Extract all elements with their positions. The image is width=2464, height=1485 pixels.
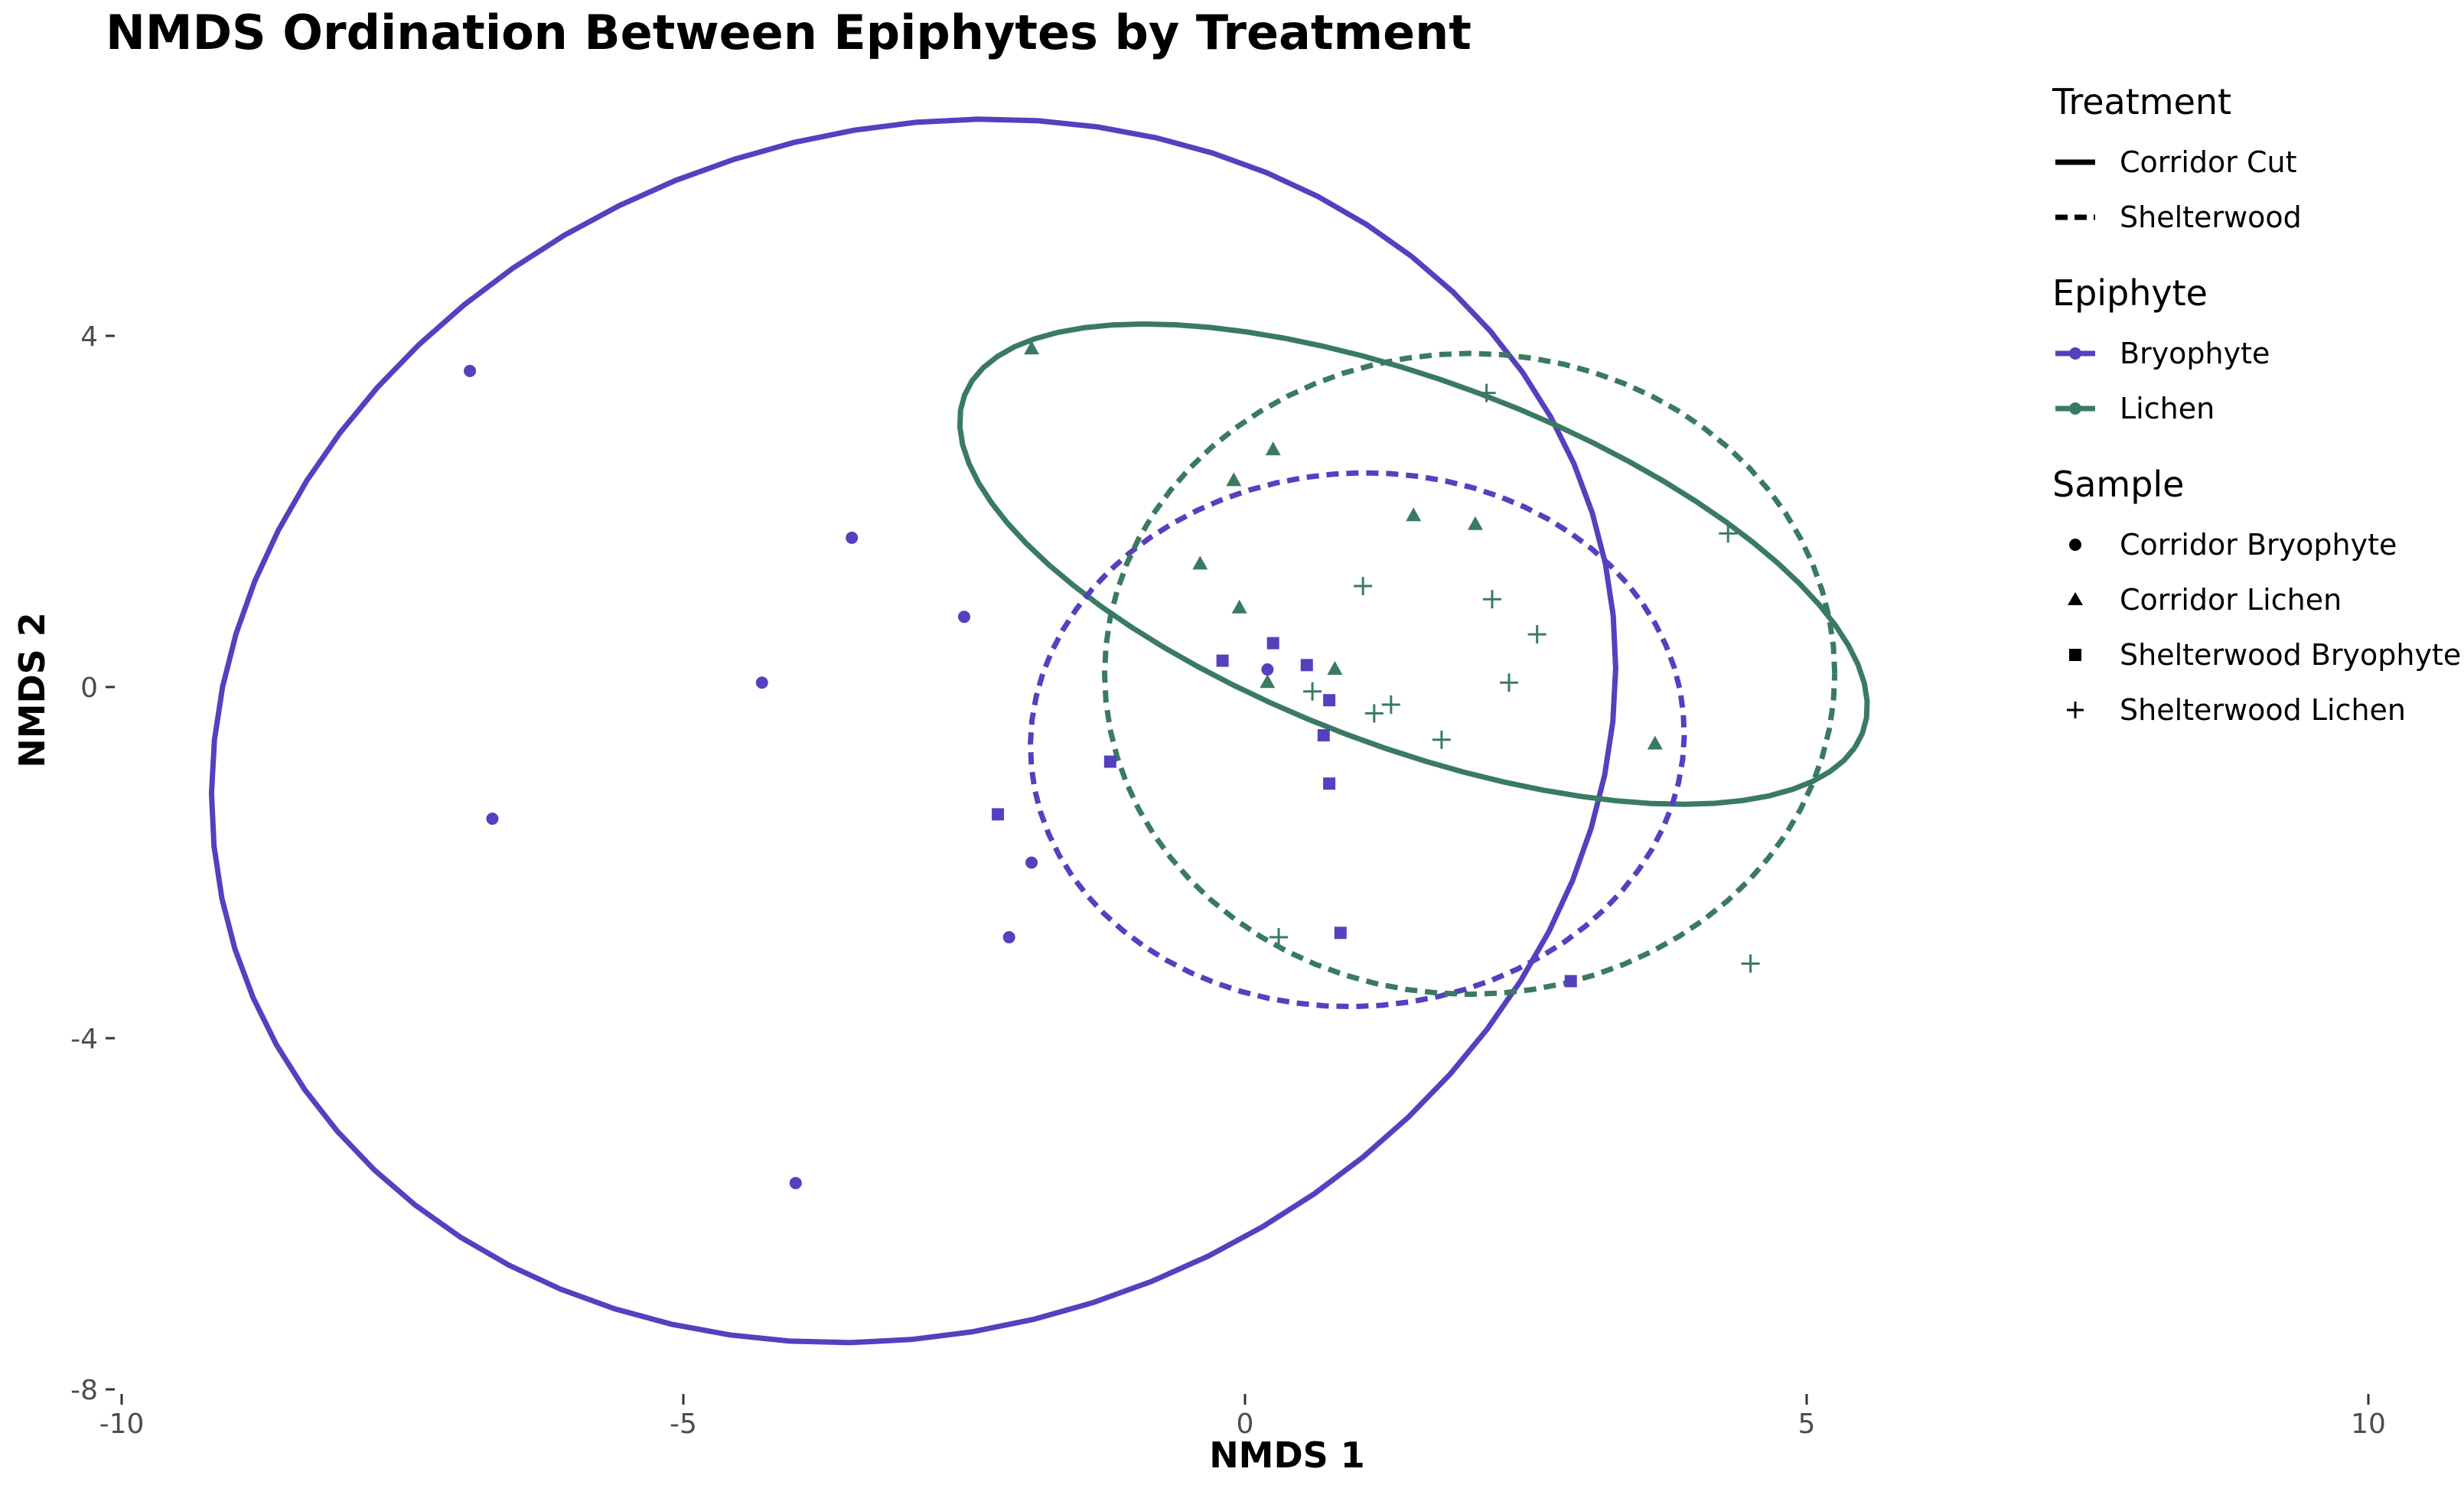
shelterwood-lichen-point — [1381, 695, 1400, 714]
legend-label: Lichen — [2120, 392, 2215, 425]
x-tick-label: -10 — [99, 1408, 145, 1440]
shelterwood-lichen-point — [1354, 577, 1373, 596]
x-axis-label: NMDS 1 — [1209, 1435, 1365, 1476]
shelterwood-lichen-point — [1269, 928, 1289, 947]
legend-label: Shelterwood Lichen — [2120, 693, 2406, 727]
corridor-bryophyte-point — [486, 813, 499, 826]
corridor-lichen-point — [1647, 735, 1663, 750]
shelterwood-bryophyte-point — [1300, 659, 1313, 672]
legend: Treatment Corridor Cut Shelterwood Epiph… — [2052, 84, 2461, 768]
shelterwood-lichen-point — [1719, 524, 1738, 543]
legend-item-lichen: Lichen — [2052, 381, 2461, 436]
legend-title-sample: Sample — [2052, 464, 2185, 505]
shelterwood-bryophyte-point — [1103, 755, 1116, 768]
shelterwood-bryophyte-point — [992, 808, 1005, 821]
corridor-lichen-point — [1327, 661, 1343, 676]
legend-label: Corridor Cut — [2120, 145, 2297, 179]
ellipse-lichen-corridor-cut — [957, 321, 1870, 807]
shelterwood-lichen-point — [1364, 704, 1384, 723]
corridor-lichen-point — [1406, 507, 1422, 522]
legend-item-bryophyte: Bryophyte — [2052, 326, 2461, 381]
legend-epiphyte: Epiphyte Bryophyte Lichen — [2052, 275, 2461, 436]
corridor-bryophyte-point — [755, 676, 768, 689]
cross-icon — [2067, 702, 2084, 718]
corridor-lichen-point — [1265, 441, 1281, 456]
shelterwood-lichen-point — [1432, 730, 1451, 749]
shelterwood-bryophyte-point — [1323, 694, 1336, 707]
x-tick-label: -5 — [670, 1408, 697, 1440]
corridor-bryophyte-point — [846, 531, 859, 544]
axes-layer: -10 -5 0 5 10 -8 -4 0 4 — [70, 321, 2386, 1440]
legend-treatment: Treatment Corridor Cut Shelterwood — [2052, 84, 2461, 245]
ellipse-lichen-shelterwood — [1101, 350, 1838, 998]
corridor-lichen-point — [1192, 555, 1208, 570]
shelterwood-lichen-point — [1741, 954, 1760, 973]
shelterwood-lichen-point — [1477, 383, 1496, 402]
legend-label: Corridor Bryophyte — [2120, 528, 2397, 562]
corridor-bryophyte-point — [958, 611, 970, 624]
legend-label: Shelterwood Bryophyte — [2120, 638, 2462, 672]
x-tick-label: 0 — [1237, 1408, 1254, 1440]
ellipse-bryophyte-corridor-cut — [208, 116, 1618, 1346]
dashed-line-key-icon — [2055, 214, 2095, 220]
corridor-lichen-point — [1226, 472, 1242, 487]
shelterwood-bryophyte-point — [1317, 729, 1330, 742]
solid-line-key-icon — [2055, 159, 2095, 165]
shelterwood-lichen-point — [1499, 673, 1518, 692]
y-axis-label: NMDS 2 — [11, 612, 53, 768]
legend-title-epiphyte: Epiphyte — [2052, 272, 2208, 314]
chart-title: NMDS Ordination Between Epiphytes by Tre… — [106, 5, 1472, 60]
lichen-line-key-icon — [2055, 402, 2095, 415]
legend-item-corridor-lichen: Corridor Lichen — [2052, 572, 2461, 627]
shelterwood-bryophyte-point — [1266, 637, 1279, 650]
legend-label: Bryophyte — [2120, 337, 2270, 370]
legend-item-corridor-bryophyte: Corridor Bryophyte — [2052, 517, 2461, 572]
shelterwood-bryophyte-point — [1216, 654, 1229, 667]
circle-icon — [2069, 539, 2081, 551]
corridor-bryophyte-point — [1002, 931, 1015, 944]
corridor-bryophyte-point — [1261, 663, 1274, 676]
legend-item-corridor-cut: Corridor Cut — [2052, 135, 2461, 190]
x-tick-label: 10 — [2351, 1408, 2386, 1440]
legend-label: Shelterwood — [2120, 200, 2302, 234]
shelterwood-bryophyte-point — [1334, 926, 1347, 940]
legend-label: Corridor Lichen — [2120, 583, 2342, 617]
shelterwood-bryophyte-point — [1323, 777, 1336, 790]
corridor-lichen-point — [1467, 516, 1483, 530]
shelterwood-bryophyte-point — [1564, 975, 1577, 988]
shelterwood-lichen-point — [1527, 625, 1547, 644]
legend-item-shelterwood-lichen: Shelterwood Lichen — [2052, 682, 2461, 738]
y-tick-label: -4 — [70, 1024, 98, 1055]
square-icon — [2069, 649, 2081, 661]
legend-sample: Sample Corridor Bryophyte Corridor Liche… — [2052, 467, 2461, 738]
bryophyte-line-key-icon — [2055, 347, 2095, 360]
corridor-bryophyte-point — [789, 1177, 802, 1190]
shelterwood-lichen-point — [1303, 682, 1322, 701]
y-tick-label: -8 — [70, 1375, 98, 1406]
corridor-lichen-point — [1231, 599, 1247, 614]
shelterwood-lichen-point — [1482, 590, 1501, 609]
y-tick-label: 0 — [80, 672, 98, 704]
legend-item-shelterwood: Shelterwood — [2052, 190, 2461, 245]
ellipses-layer — [208, 116, 1870, 1346]
legend-item-shelterwood-bryophyte: Shelterwood Bryophyte — [2052, 627, 2461, 682]
triangle-icon — [2068, 592, 2083, 605]
points-layer — [464, 340, 1760, 1190]
y-tick-label: 4 — [80, 321, 98, 353]
corridor-bryophyte-point — [464, 364, 477, 377]
corridor-bryophyte-point — [1025, 856, 1038, 869]
corridor-lichen-point — [1260, 674, 1276, 689]
legend-title-treatment: Treatment — [2052, 81, 2232, 122]
ellipse-bryophyte-shelterwood — [1028, 470, 1687, 1010]
corridor-lichen-point — [1024, 340, 1040, 355]
x-tick-label: 5 — [1798, 1408, 1816, 1440]
